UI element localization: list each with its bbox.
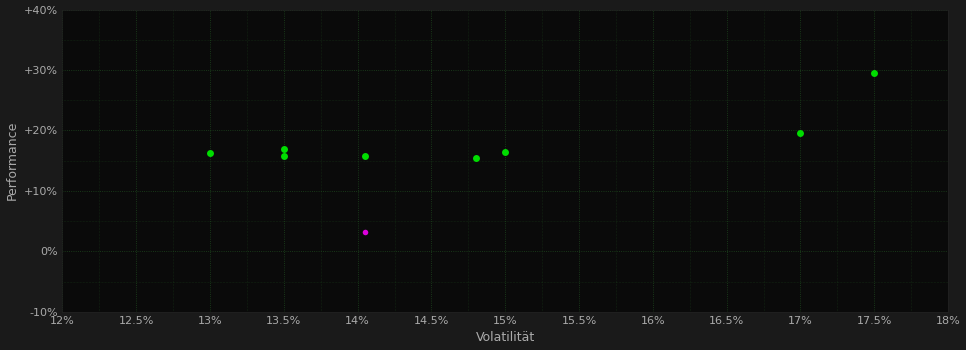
Y-axis label: Performance: Performance [6,121,18,200]
X-axis label: Volatilität: Volatilität [475,331,535,344]
